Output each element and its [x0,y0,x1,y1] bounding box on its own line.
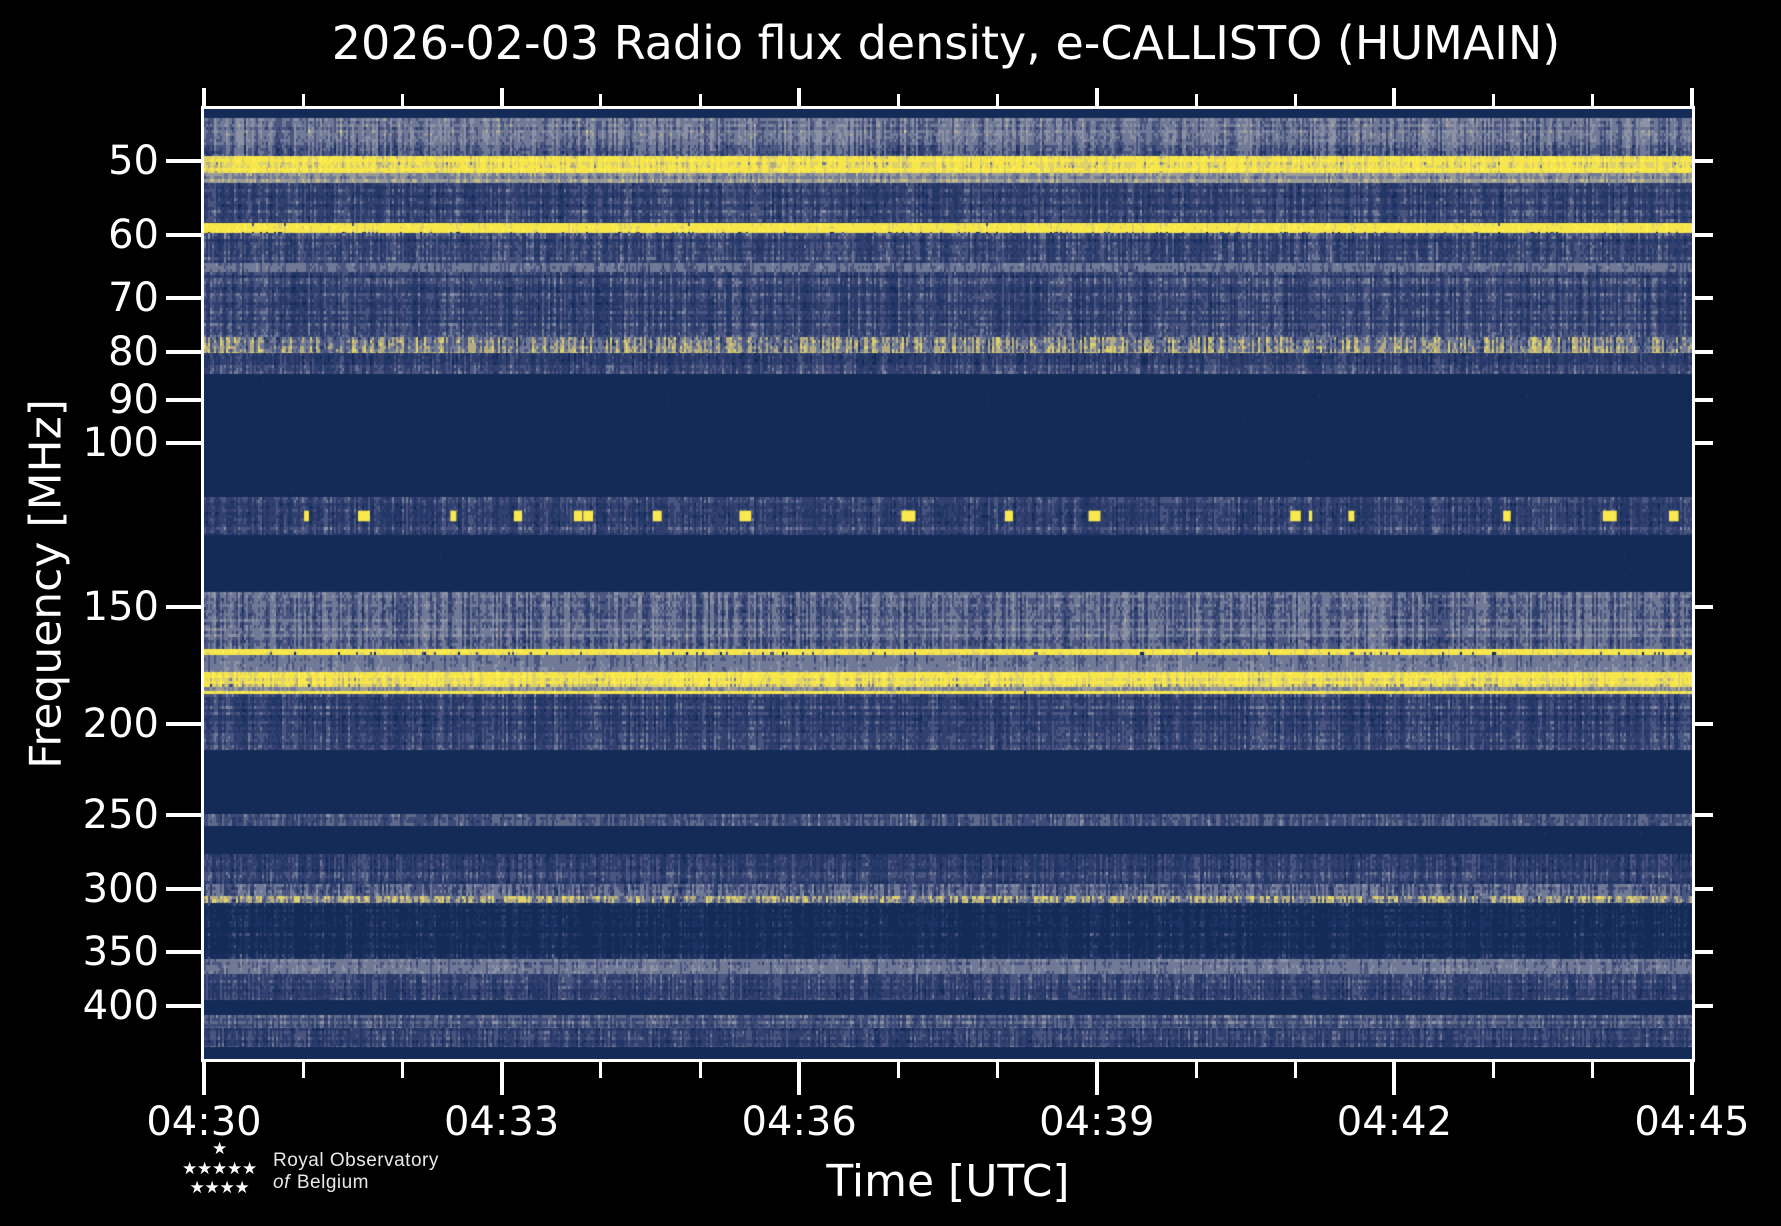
x-axis-label: Time [UTC] [826,1156,1070,1207]
rob-logo-text-line1: Royal Observatory [273,1150,439,1171]
y-major-tick-right [1695,722,1713,727]
y-tick-label-70: 70 [108,274,159,321]
x-minor-tick-top [896,94,900,106]
x-minor-tick-top [1293,94,1297,106]
x-minor-tick [698,1062,702,1078]
x-major-tick-top [1094,88,1099,106]
star-icon: ★ [204,1178,220,1198]
star-icon: ★ [212,1159,228,1179]
y-major-tick [166,605,201,610]
rob-logo-of: of [273,1172,290,1193]
y-major-tick [166,295,201,300]
x-major-tick [797,1062,802,1095]
x-minor-tick [896,1062,900,1078]
rob-logo-text-line2: of Belgium [273,1172,369,1194]
y-major-tick [166,440,201,445]
y-major-tick-right [1695,295,1713,300]
x-minor-tick [599,1062,603,1078]
x-tick-label-04-45: 04:45 [1634,1099,1750,1145]
y-major-tick [166,1003,201,1008]
x-major-tick [1690,1062,1694,1095]
x-minor-tick [1492,1062,1496,1078]
x-major-tick-top [797,88,802,106]
y-major-tick [166,812,201,817]
spectrogram-canvas [204,109,1692,1059]
x-minor-tick-top [1591,94,1595,106]
y-major-tick [166,158,201,163]
y-major-tick-right [1695,397,1713,402]
y-axis-label: Frequency [MHz] [20,399,72,769]
y-major-tick [166,949,201,954]
x-minor-tick-top [1194,94,1198,106]
y-major-tick-right [1695,349,1713,354]
y-tick-label-60: 60 [108,212,159,258]
x-minor-tick [1293,1062,1297,1078]
star-icon: ★ [197,1159,213,1179]
y-tick-label-80: 80 [108,328,159,375]
star-icon: ★ [189,1178,205,1198]
x-major-tick [1094,1062,1099,1095]
x-minor-tick-top [996,94,1000,106]
x-minor-tick-top [599,94,603,106]
y-major-tick-right [1695,1003,1713,1008]
y-tick-label-200: 200 [82,701,159,748]
y-major-tick-right [1695,605,1713,610]
x-tick-label-04-36: 04:36 [741,1099,857,1145]
x-minor-tick [400,1062,404,1078]
y-major-tick-right [1695,440,1713,445]
y-major-tick-right [1695,949,1713,954]
x-major-tick-top [499,88,504,106]
y-tick-label-300: 300 [82,865,159,912]
x-minor-tick [1591,1062,1595,1078]
x-major-tick-top [1690,88,1694,106]
x-minor-tick-top [698,94,702,106]
x-major-tick [202,1062,206,1095]
y-major-tick-right [1695,812,1713,817]
star-icon: ★ [234,1178,250,1198]
star-icon: ★ [182,1159,198,1179]
y-major-tick [166,886,201,891]
x-tick-label-04-33: 04:33 [443,1099,560,1145]
y-major-tick [166,233,201,237]
x-major-tick [1392,1062,1397,1095]
y-tick-label-350: 350 [82,928,159,975]
x-minor-tick [301,1062,305,1078]
y-tick-label-100: 100 [82,419,159,466]
y-tick-label-50: 50 [108,137,159,184]
x-minor-tick [1194,1062,1198,1078]
y-major-tick-right [1695,886,1713,891]
x-major-tick [499,1062,504,1095]
x-tick-label-04-30: 04:30 [146,1099,262,1145]
star-icon: ★ [212,1139,228,1159]
x-minor-tick-top [1492,94,1496,106]
y-tick-label-150: 150 [82,584,159,631]
x-major-tick-top [202,88,206,106]
x-tick-label-04-39: 04:39 [1039,1099,1155,1145]
y-tick-label-400: 400 [82,982,159,1029]
plot-area: 04:30 04:33 04:36 04:39 04:42 04:45 50 60 70 80 9… [83,88,1750,1145]
y-major-tick-right [1695,233,1713,237]
star-icon: ★ [227,1159,243,1179]
x-minor-tick [996,1062,1000,1078]
x-major-tick-top [1392,88,1397,106]
y-major-tick [166,397,201,402]
y-major-tick [166,722,201,727]
chart-title: 2026-02-03 Radio flux density, e-CALLIST… [331,16,1561,70]
x-tick-label-04-42: 04:42 [1336,1099,1453,1145]
y-major-tick-right [1695,158,1713,163]
star-icon: ★ [242,1159,258,1179]
rob-logo-belgium: Belgium [296,1172,370,1193]
axes-frame [201,106,1695,1062]
star-icon: ★ [219,1178,235,1198]
x-minor-tick-top [400,94,404,106]
y-tick-label-90: 90 [108,376,159,423]
y-major-tick [166,349,201,354]
x-minor-tick-top [301,94,305,106]
y-tick-label-250: 250 [82,791,159,838]
